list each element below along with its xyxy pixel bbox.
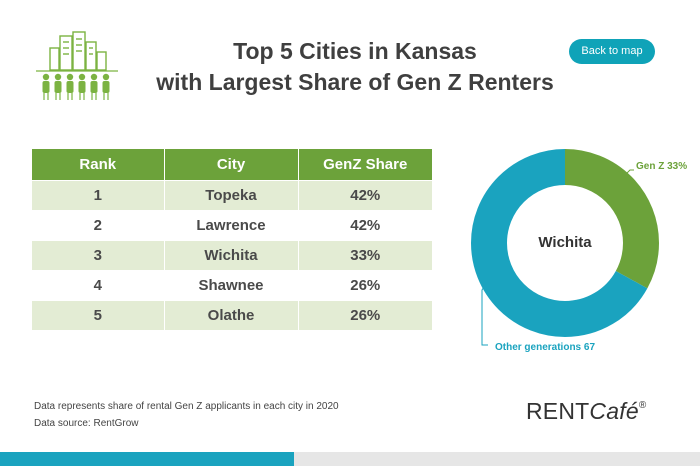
data-note: Data represents share of rental Gen Z ap… — [34, 401, 339, 412]
data-source: Data source: RentGrow — [34, 418, 139, 429]
bottom-bar-accent — [0, 452, 294, 466]
title-line-1: Top 5 Cities in Kansas — [233, 38, 477, 64]
cell-city: Shawnee — [164, 269, 299, 300]
cell-rank: 2 — [32, 209, 165, 240]
other-leader-line — [481, 284, 488, 346]
other-slice-label: Other generations 67 — [495, 342, 595, 353]
cell-share: 26% — [298, 299, 432, 330]
page-title: Top 5 Cities in Kansas with Largest Shar… — [120, 36, 590, 98]
brand-reg: ® — [638, 400, 647, 411]
donut-slice-other — [471, 149, 659, 337]
genz-donut-chart: Wichita Gen Z 33% Other generations 67 — [471, 149, 687, 353]
rentcafe-logo: RENTCafé® — [526, 398, 646, 425]
cell-rank: 1 — [32, 179, 165, 210]
cell-rank: 4 — [32, 269, 165, 300]
cell-city: Topeka — [164, 179, 299, 210]
brand-rent: RENT — [526, 398, 590, 424]
header-city: City — [164, 149, 299, 180]
genz-slice-label: Gen Z 33% — [636, 161, 687, 172]
table-row: 4 Shawnee 26% — [32, 269, 432, 300]
table-row: 1 Topeka 42% — [32, 179, 432, 210]
brand-cafe: Café — [589, 398, 639, 424]
cell-rank: 5 — [32, 299, 165, 330]
cell-city: Olathe — [164, 299, 299, 330]
header-rank: Rank — [32, 149, 165, 180]
cell-share: 26% — [298, 269, 432, 300]
title-line-2: with Largest Share of Gen Z Renters — [156, 69, 554, 95]
table-row: 2 Lawrence 42% — [32, 209, 432, 240]
cell-city: Wichita — [164, 239, 299, 270]
header-genz-share: GenZ Share — [298, 149, 432, 180]
city-renters-icon — [36, 31, 118, 100]
cell-city: Lawrence — [164, 209, 299, 240]
ranking-table: Rank City GenZ Share 1 Topeka 42% 2 Lawr… — [32, 149, 432, 330]
donut-center-label: Wichita — [538, 234, 592, 251]
genz-leader-line — [624, 169, 634, 176]
table-row: 5 Olathe 26% — [32, 299, 432, 330]
cell-share: 42% — [298, 209, 432, 240]
cell-rank: 3 — [32, 239, 165, 270]
cell-share: 33% — [298, 239, 432, 270]
back-to-map-button[interactable]: Back to map — [569, 39, 655, 64]
table-header-row: Rank City GenZ Share — [32, 149, 432, 180]
cell-share: 42% — [298, 179, 432, 210]
table-row: 3 Wichita 33% — [32, 239, 432, 270]
